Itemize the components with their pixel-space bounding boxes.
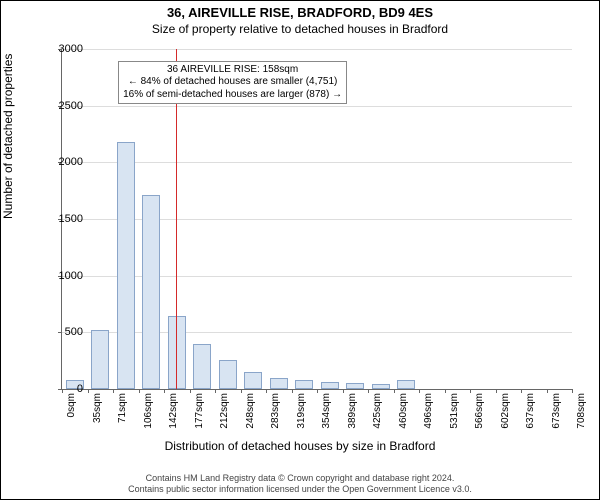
x-tick-mark	[190, 389, 191, 393]
y-tick-label: 3000	[43, 43, 83, 55]
page-subtitle: Size of property relative to detached ho…	[1, 22, 599, 36]
x-tick-label: 531sqm	[449, 393, 460, 429]
x-tick-label: 283sqm	[270, 393, 281, 429]
histogram-bar	[244, 372, 262, 389]
histogram-bar	[142, 195, 160, 389]
x-tick-label: 177sqm	[194, 393, 205, 429]
annotation-line: 16% of semi-detached houses are larger (…	[123, 89, 342, 102]
x-tick-mark	[266, 389, 267, 393]
annotation-line: 36 AIREVILLE RISE: 158sqm	[123, 64, 342, 77]
grid-line	[62, 162, 572, 163]
x-tick-mark	[547, 389, 548, 393]
annotation-box: 36 AIREVILLE RISE: 158sqm← 84% of detach…	[118, 61, 347, 105]
x-tick-mark	[368, 389, 369, 393]
y-axis-label: Number of detached properties	[1, 54, 15, 219]
x-tick-mark	[164, 389, 165, 393]
histogram-bar	[397, 380, 415, 389]
x-tick-label: 637sqm	[525, 393, 536, 429]
x-tick-mark	[394, 389, 395, 393]
y-tick-label: 2000	[43, 156, 83, 168]
x-tick-mark	[113, 389, 114, 393]
plot-wrap: 36 AIREVILLE RISE: 158sqm← 84% of detach…	[61, 49, 571, 389]
x-tick-label: 142sqm	[168, 393, 179, 429]
histogram-bar	[270, 378, 288, 389]
x-tick-label: 460sqm	[398, 393, 409, 429]
x-tick-label: 319sqm	[296, 393, 307, 429]
x-tick-label: 106sqm	[143, 393, 154, 429]
x-tick-label: 425sqm	[372, 393, 383, 429]
x-tick-label: 35sqm	[92, 393, 103, 423]
grid-line	[62, 332, 572, 333]
x-tick-label: 389sqm	[347, 393, 358, 429]
footer: Contains HM Land Registry data © Crown c…	[1, 473, 599, 495]
x-tick-label: 212sqm	[219, 393, 230, 429]
histogram-bar	[219, 360, 237, 389]
histogram-bar	[117, 142, 135, 389]
x-tick-mark	[241, 389, 242, 393]
histogram-bar	[295, 380, 313, 389]
x-tick-mark	[445, 389, 446, 393]
annotation-line: ← 84% of detached houses are smaller (4,…	[123, 76, 342, 89]
grid-line	[62, 219, 572, 220]
chart-page: 36, AIREVILLE RISE, BRADFORD, BD9 4ES Si…	[0, 0, 600, 500]
x-tick-label: 354sqm	[321, 393, 332, 429]
x-tick-mark	[419, 389, 420, 393]
histogram-bar	[346, 383, 364, 389]
grid-line	[62, 276, 572, 277]
histogram-bar	[91, 330, 109, 389]
x-tick-mark	[572, 389, 573, 393]
x-tick-mark	[215, 389, 216, 393]
x-tick-mark	[139, 389, 140, 393]
x-tick-label: 71sqm	[117, 393, 128, 423]
x-tick-mark	[521, 389, 522, 393]
x-tick-label: 673sqm	[551, 393, 562, 429]
y-tick-label: 500	[43, 326, 83, 338]
plot-area: 36 AIREVILLE RISE: 158sqm← 84% of detach…	[61, 49, 572, 390]
x-tick-mark	[88, 389, 89, 393]
histogram-bar	[321, 382, 339, 389]
y-tick-label: 2500	[43, 100, 83, 112]
x-tick-label: 708sqm	[576, 393, 587, 429]
y-tick-label: 1000	[43, 270, 83, 282]
footer-line-1: Contains HM Land Registry data © Crown c…	[1, 473, 599, 484]
page-title: 36, AIREVILLE RISE, BRADFORD, BD9 4ES	[1, 5, 599, 20]
y-tick-label: 0	[43, 383, 83, 395]
x-tick-label: 0sqm	[66, 393, 77, 417]
x-tick-mark	[292, 389, 293, 393]
footer-line-2: Contains public sector information licen…	[1, 484, 599, 495]
x-tick-mark	[317, 389, 318, 393]
x-axis-label: Distribution of detached houses by size …	[1, 439, 599, 453]
x-tick-mark	[496, 389, 497, 393]
x-tick-label: 566sqm	[474, 393, 485, 429]
grid-line	[62, 106, 572, 107]
grid-line	[62, 49, 572, 50]
x-tick-label: 496sqm	[423, 393, 434, 429]
x-tick-label: 602sqm	[500, 393, 511, 429]
x-tick-label: 248sqm	[245, 393, 256, 429]
histogram-bar	[193, 344, 211, 389]
y-tick-label: 1500	[43, 213, 83, 225]
histogram-bar	[372, 384, 390, 389]
x-tick-mark	[343, 389, 344, 393]
x-tick-mark	[470, 389, 471, 393]
